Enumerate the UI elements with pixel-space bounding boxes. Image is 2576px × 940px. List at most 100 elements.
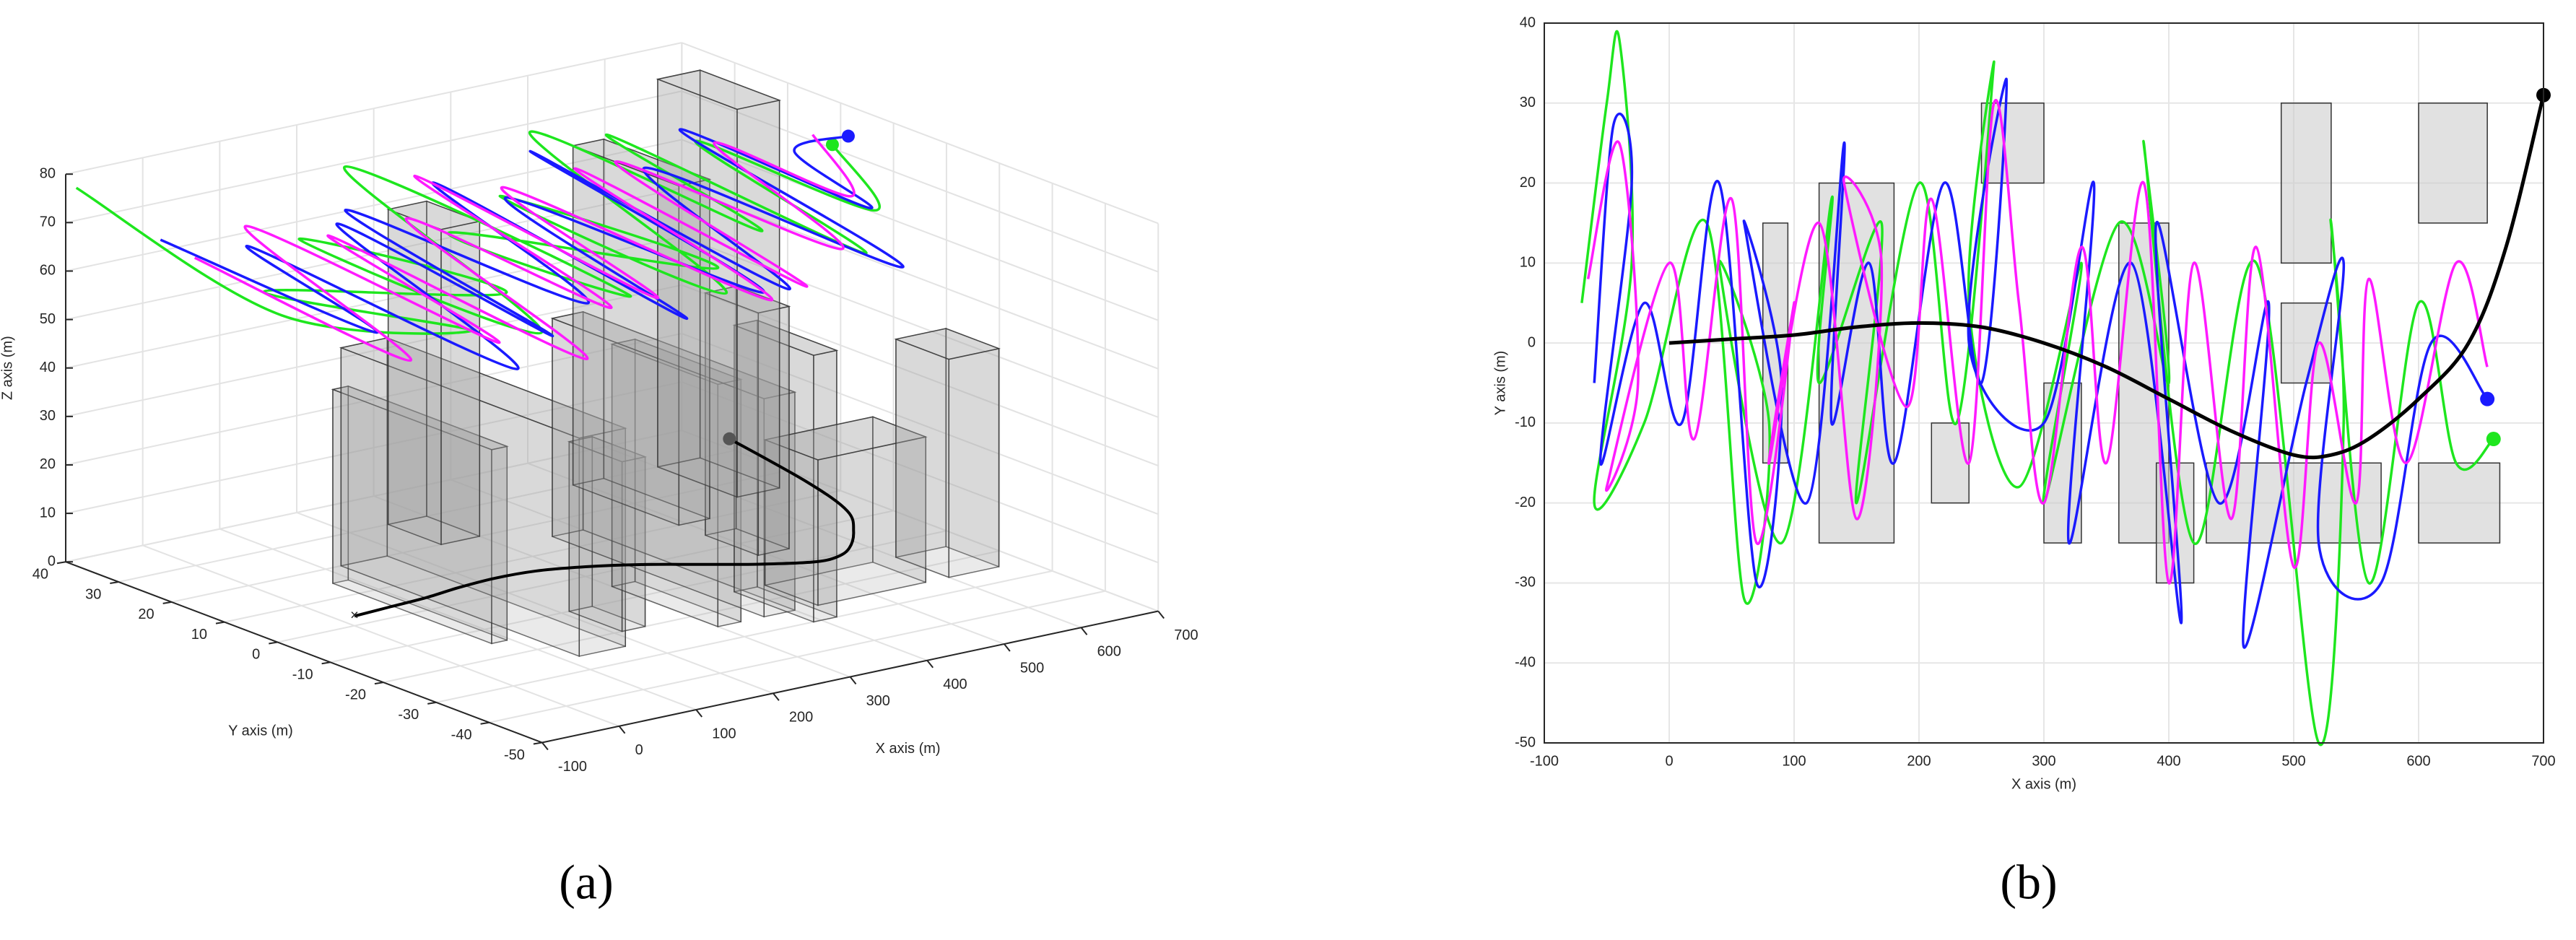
x-tick-label: 600 <box>2406 753 2430 769</box>
grid-line <box>277 510 894 643</box>
building-face <box>895 338 950 578</box>
y-tick-label: 30 <box>1520 95 1536 110</box>
grid-line <box>65 284 682 417</box>
building-face <box>609 339 743 386</box>
building-face <box>571 139 712 187</box>
grid-line <box>65 90 682 224</box>
building <box>732 319 839 623</box>
caption: (a) <box>559 855 613 910</box>
x-tick <box>849 676 857 685</box>
x-tick-label: 300 <box>2032 753 2055 769</box>
building-face <box>732 319 839 356</box>
plot-frame <box>1544 22 2544 744</box>
x-tick-label: 700 <box>2531 753 2555 769</box>
y-tick <box>533 741 543 745</box>
grid-line <box>681 430 1159 612</box>
z-tick-label: 50 <box>40 311 56 327</box>
building-face <box>331 386 509 451</box>
building <box>894 327 1001 578</box>
x-tick-label: 100 <box>1782 753 1806 769</box>
y-axis <box>65 561 543 744</box>
grid-line <box>681 187 1159 370</box>
y-tick-label: 40 <box>32 567 48 583</box>
y-tick-label: -30 <box>398 707 419 723</box>
grid-line <box>65 42 682 175</box>
trajectory <box>1668 95 2546 460</box>
x-tick <box>1157 610 1165 619</box>
x-tick-label: 100 <box>712 726 736 741</box>
z-tick-label: 70 <box>40 214 56 230</box>
grid-line <box>224 489 841 623</box>
trajectory <box>354 438 856 618</box>
z-tick-label: 10 <box>40 505 56 521</box>
y-tick <box>162 601 172 604</box>
end-marker <box>2480 391 2495 406</box>
z-tick-label: 80 <box>40 165 56 181</box>
y-tick-label: -30 <box>1515 575 1536 591</box>
x-axis-label: X axis (m) <box>876 741 941 757</box>
grid-line <box>142 544 619 727</box>
grid-line <box>681 42 1159 225</box>
trajectory <box>1586 99 2489 585</box>
y-axis-label: Y axis (m) <box>1492 351 1508 416</box>
building-face <box>948 347 1000 578</box>
z-axis-label: Z axis (m) <box>0 336 15 400</box>
x-tick <box>1080 627 1088 635</box>
y-tick-label: -10 <box>292 667 313 683</box>
building-face <box>656 69 782 110</box>
obstacle <box>2418 462 2501 544</box>
trajectory <box>1580 30 2495 747</box>
x-tick-label: 500 <box>1020 660 1044 676</box>
y-tick-label: -40 <box>1515 655 1536 671</box>
grid-line <box>489 590 1106 723</box>
y-tick-label: 20 <box>138 606 154 622</box>
end-marker <box>723 432 736 445</box>
y-tick-label: -20 <box>1515 495 1536 510</box>
y-tick-label: 10 <box>191 627 207 643</box>
obstacle <box>2418 103 2488 224</box>
z-tick-label: 0 <box>48 554 56 570</box>
start-marker: × <box>350 608 359 624</box>
x-tick-label: 400 <box>2157 753 2180 769</box>
x-tick-label: 400 <box>943 676 967 692</box>
x-axis-label: X axis (m) <box>2011 776 2076 792</box>
x-tick-label: 500 <box>2281 753 2305 769</box>
trajectory <box>160 128 905 370</box>
obstacle <box>2280 103 2332 264</box>
grid-line <box>219 528 697 710</box>
grid-line <box>681 235 1159 418</box>
end-marker <box>825 138 839 152</box>
x-tick-label: 300 <box>866 693 890 709</box>
x-tick <box>695 709 703 718</box>
obstacle <box>1931 422 1970 504</box>
grid-line <box>65 139 682 272</box>
y-tick-label: 10 <box>1520 255 1536 271</box>
x-tick <box>541 741 549 751</box>
y-tick-label: 30 <box>85 586 101 602</box>
y-tick-label: 40 <box>1520 14 1536 30</box>
y-tick-label: 0 <box>252 647 260 663</box>
x-tick-label: 200 <box>1907 753 1931 769</box>
y-tick-label: -50 <box>1515 734 1536 750</box>
x-tick-label: 200 <box>789 710 813 726</box>
trajectory <box>193 134 856 362</box>
x-tick <box>773 692 780 701</box>
y-tick <box>321 661 331 665</box>
grid-line <box>436 570 1053 703</box>
building-face <box>567 436 648 463</box>
y-tick-label: -20 <box>345 687 366 702</box>
building-face <box>894 328 1001 360</box>
grid-line <box>681 284 1159 467</box>
grid-line <box>296 512 774 695</box>
y-tick <box>215 621 225 625</box>
x-tick-label: 0 <box>1665 753 1673 769</box>
grid-line <box>65 381 682 515</box>
y-tick <box>56 561 66 565</box>
z-tick-label: 40 <box>40 360 56 375</box>
caption: (b) <box>2000 855 2057 910</box>
y-tick <box>480 721 489 725</box>
grid-line <box>681 90 1159 273</box>
x-tick <box>1004 643 1011 652</box>
